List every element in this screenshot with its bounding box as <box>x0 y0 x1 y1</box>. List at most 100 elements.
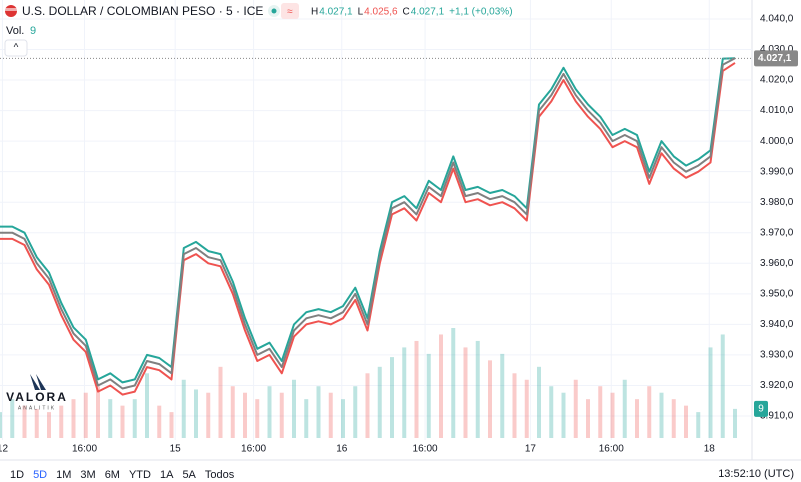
x-tick-label: 16:00 <box>599 444 624 455</box>
volume-value: 9 <box>30 25 36 37</box>
y-tick-label: 3.930,0 <box>760 350 794 361</box>
volume-bar <box>83 392 88 438</box>
x-tick-label: 16:00 <box>72 444 97 455</box>
market-icon[interactable] <box>281 3 299 19</box>
market-icon-glyph: ≈ <box>287 7 293 18</box>
volume-bar <box>267 386 272 438</box>
y-tick-label: 3.970,0 <box>760 227 794 238</box>
y-tick-label: 4.010,0 <box>760 105 794 116</box>
volume-bar <box>22 405 27 438</box>
volume-bar <box>684 405 688 438</box>
volume-bar <box>157 405 162 438</box>
x-tick-label: 12 <box>0 444 8 455</box>
volume-bar <box>390 357 394 438</box>
price-line <box>0 62 736 396</box>
ohlc-key: C <box>403 7 410 18</box>
volume-bar <box>512 373 517 438</box>
range-button[interactable]: 1D <box>10 469 24 481</box>
volume-bar <box>598 386 603 438</box>
volume-bar <box>402 347 407 438</box>
last-price-tag <box>754 50 798 67</box>
flag-stripe <box>5 8 17 11</box>
volume-bar <box>243 392 247 438</box>
volume-bar <box>292 379 296 438</box>
volume-bar <box>377 366 382 438</box>
last-volume-label: 9 <box>758 404 764 415</box>
volume-bar <box>586 399 590 438</box>
collapse-glyph: ^ <box>14 43 19 54</box>
range-button[interactable]: 5D <box>33 469 47 481</box>
volume-bar <box>671 399 676 438</box>
ohlc-value: 4.027,1 <box>411 7 445 18</box>
volume-bar <box>145 373 149 438</box>
y-tick-label: 3.980,0 <box>760 197 794 208</box>
volume-bar <box>108 399 113 438</box>
price-line <box>0 57 736 384</box>
y-tick-label: 4.030,0 <box>760 44 794 55</box>
volume-bar <box>328 392 333 438</box>
y-tick-label: 3.960,0 <box>760 258 794 269</box>
volume-bar <box>206 392 211 438</box>
ohlc-legend: H 4.027,1 L 4.025,6 C 4.027,1 +1,1 (+0,03%) <box>311 7 513 18</box>
collapse-button[interactable] <box>4 39 28 57</box>
range-button[interactable]: YTD <box>129 469 151 481</box>
last-price-label: 4.027,1 <box>758 53 792 64</box>
volume-bar <box>475 340 480 438</box>
volume-bar <box>451 328 456 438</box>
last-volume-tag <box>754 400 768 417</box>
y-tick-label: 3.910,0 <box>760 411 794 422</box>
status-dot <box>271 8 277 14</box>
volume-bar <box>537 366 541 438</box>
volume-bar <box>426 353 431 438</box>
x-tick-label: 16:00 <box>241 444 266 455</box>
y-tick-label: 3.990,0 <box>760 166 794 177</box>
volume-bar <box>708 347 713 438</box>
range-button[interactable]: 5A <box>182 469 196 481</box>
ohlc-key: H <box>311 7 318 18</box>
range-button[interactable]: 1M <box>56 469 71 481</box>
volume-bar <box>635 399 639 438</box>
volume-bar <box>316 386 321 438</box>
volume-bar <box>181 379 186 438</box>
range-button[interactable]: 1A <box>160 469 174 481</box>
volume-bar <box>439 334 443 438</box>
range-button[interactable]: 3M <box>80 469 95 481</box>
volume-bar <box>230 386 235 438</box>
y-tick-label: 3.950,0 <box>760 288 794 299</box>
y-tick-label: 4.020,0 <box>760 75 794 86</box>
symbol-title: U.S. DOLLAR / COLOMBIAN PESO · 5 · ICE <box>22 4 263 18</box>
y-tick-label: 4.000,0 <box>760 136 794 147</box>
x-tick-label: 17 <box>525 444 537 455</box>
volume-bar <box>549 386 554 438</box>
x-tick-label: 16:00 <box>413 444 438 455</box>
y-tick-label: 4.040,0 <box>760 14 794 25</box>
volume-bar <box>561 392 566 438</box>
volume-bar <box>500 353 505 438</box>
y-tick-label: 3.920,0 <box>760 380 794 391</box>
volume-bar <box>463 347 468 438</box>
plot: 4.040,0 4.030,0 4.020,0 4.010,0 4.000,0 3.990… <box>0 0 798 455</box>
range-button[interactable]: Todos <box>205 469 235 481</box>
volume-bar <box>47 412 51 438</box>
y-tick-label: 3.940,0 <box>760 319 794 330</box>
volume-bar <box>169 412 174 438</box>
volume-bar <box>353 386 358 438</box>
range-button[interactable]: 6M <box>105 469 120 481</box>
volume-bar <box>647 386 652 438</box>
price-line <box>0 57 736 390</box>
volume-bar <box>365 373 370 438</box>
volume-bar <box>610 392 615 438</box>
volume-bar <box>96 386 100 438</box>
volume-bar <box>132 399 137 438</box>
logo-name: VALORA <box>6 390 68 404</box>
logo-tagline: ANALITIK <box>18 405 56 411</box>
ohlc-value: 4.025,6 <box>364 7 398 18</box>
volume-bar <box>733 408 737 438</box>
volume-bar <box>524 379 529 438</box>
volume-bar <box>720 334 725 438</box>
clock: 13:52:10 (UTC) <box>718 468 794 480</box>
volume-bar <box>488 360 492 438</box>
x-tick-label: 16 <box>336 444 348 455</box>
